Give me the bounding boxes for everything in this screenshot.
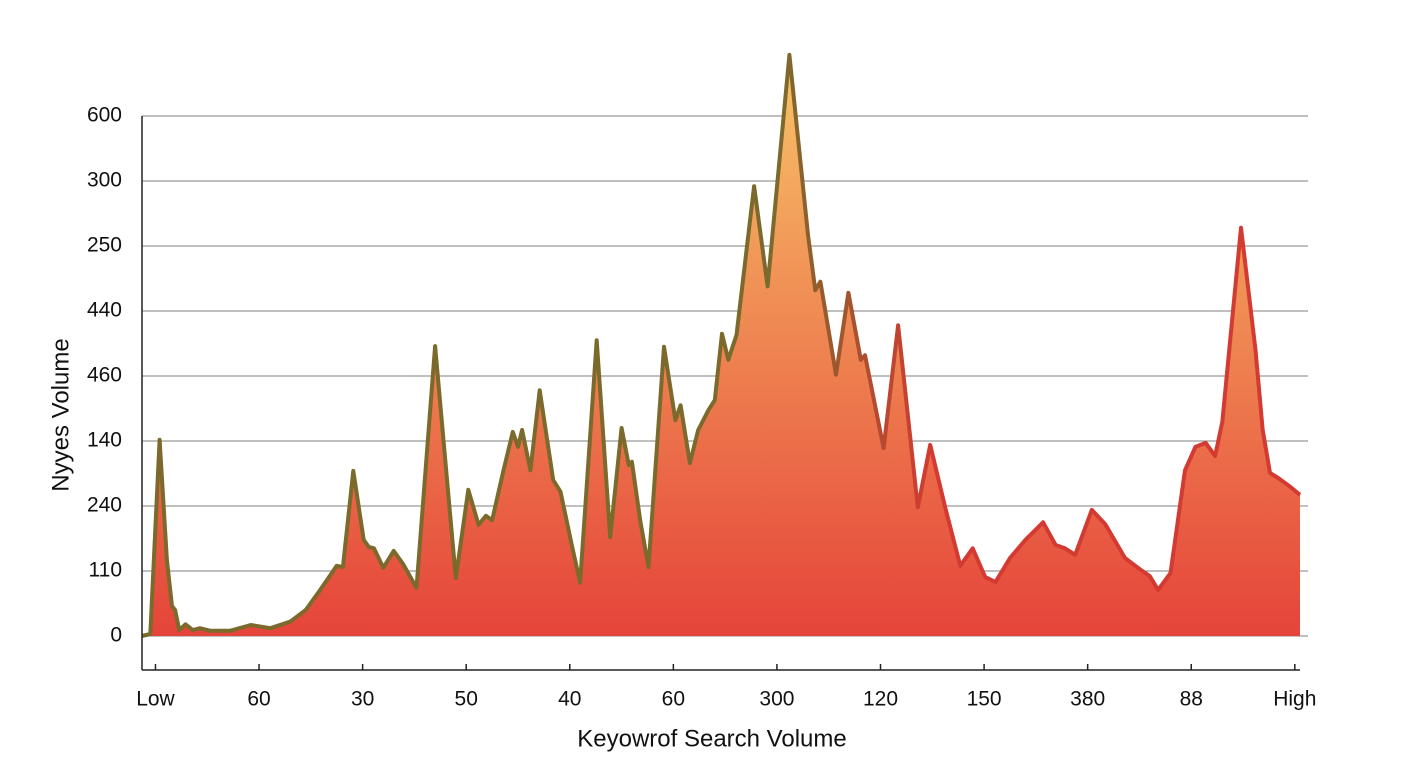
- x-tick-label: 30: [351, 688, 374, 711]
- y-tick-label: 250: [87, 234, 122, 257]
- y-tick-label: 240: [87, 494, 122, 517]
- x-tick-label: High: [1273, 688, 1316, 711]
- x-tick-label: 60: [662, 688, 685, 711]
- y-tick-label: 600: [87, 104, 122, 127]
- y-tick-label: 0: [110, 624, 122, 647]
- x-tick-label: 120: [863, 688, 898, 711]
- x-tick-label: 60: [247, 688, 270, 711]
- x-tick-label: Low: [136, 688, 175, 711]
- x-tick-label: 40: [558, 688, 581, 711]
- y-tick-label: 300: [87, 169, 122, 192]
- y-tick-label: 440: [87, 299, 122, 322]
- x-tick-label: 150: [967, 688, 1002, 711]
- x-tick-label: 380: [1070, 688, 1105, 711]
- y-tick-label: 140: [87, 429, 122, 452]
- y-tick-label: 110: [89, 559, 122, 582]
- area-line: [141, 52, 1302, 638]
- x-tick-label: 88: [1180, 688, 1203, 711]
- x-axis-title: Keyowrof Search Volume: [577, 725, 846, 752]
- y-axis-title: Nyyes Volume: [47, 338, 74, 491]
- x-tick-label: 50: [455, 688, 478, 711]
- y-tick-label: 460: [87, 364, 122, 387]
- x-tick-label: 300: [759, 688, 794, 711]
